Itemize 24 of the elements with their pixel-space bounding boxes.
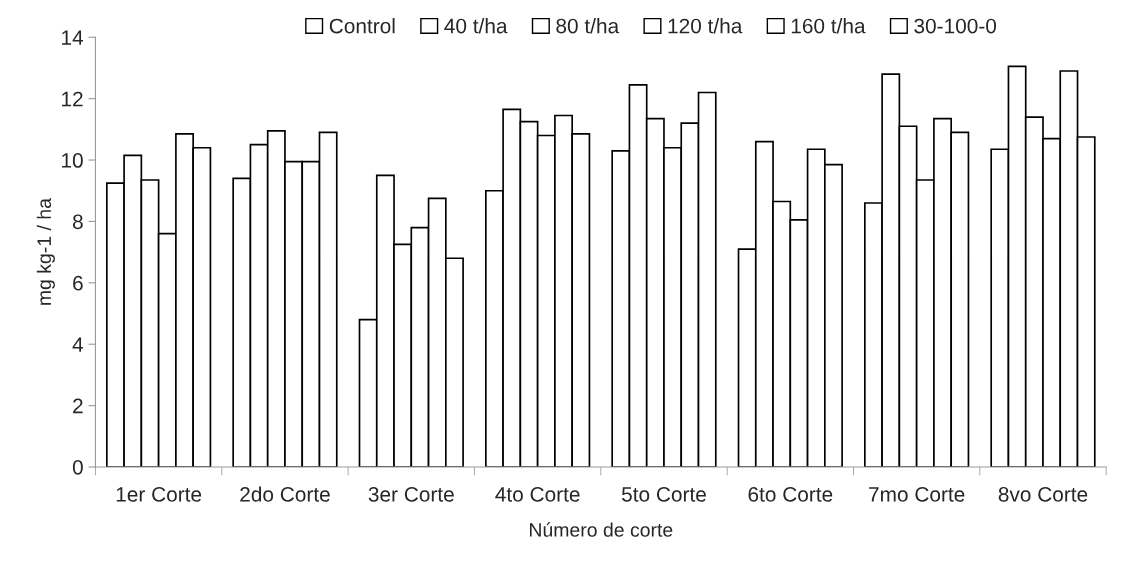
y-tick-label: 8 (72, 214, 83, 230)
legend-label: 120 t/ha (668, 18, 743, 34)
y-tick-label: 2 (73, 398, 83, 414)
legend-label: 30-100-0 (914, 18, 997, 34)
y-tick-label: 0 (72, 460, 83, 475)
x-tick-label: 2do Corte (240, 486, 330, 502)
legend-label: 80 t/ha (556, 18, 620, 34)
y-tick-label: 10 (62, 153, 83, 168)
x-tick-label: 6to Corte (748, 486, 833, 502)
x-tick-label: 1er Corte (116, 486, 202, 502)
x-tick-label: 7mo Corte (869, 486, 965, 502)
legend-label: 40 t/ha (444, 18, 508, 34)
x-tick-label: 5to Corte (621, 486, 706, 502)
y-tick-label: 12 (62, 91, 83, 107)
x-tick-label: 4to Corte (495, 486, 580, 502)
legend-label: 160 t/ha (791, 18, 866, 34)
x-tick-label: 3er Corte (368, 486, 454, 502)
x-tick-label: 8vo Corte (998, 486, 1088, 502)
x-axis-title: Número de corte (530, 522, 673, 537)
y-axis-title: mg kg-1 / ha (36, 198, 55, 305)
y-tick-label: 14 (62, 30, 84, 45)
legend-label: Control (329, 18, 395, 34)
y-tick-label: 4 (72, 337, 84, 352)
y-tick-label: 6 (73, 275, 83, 291)
